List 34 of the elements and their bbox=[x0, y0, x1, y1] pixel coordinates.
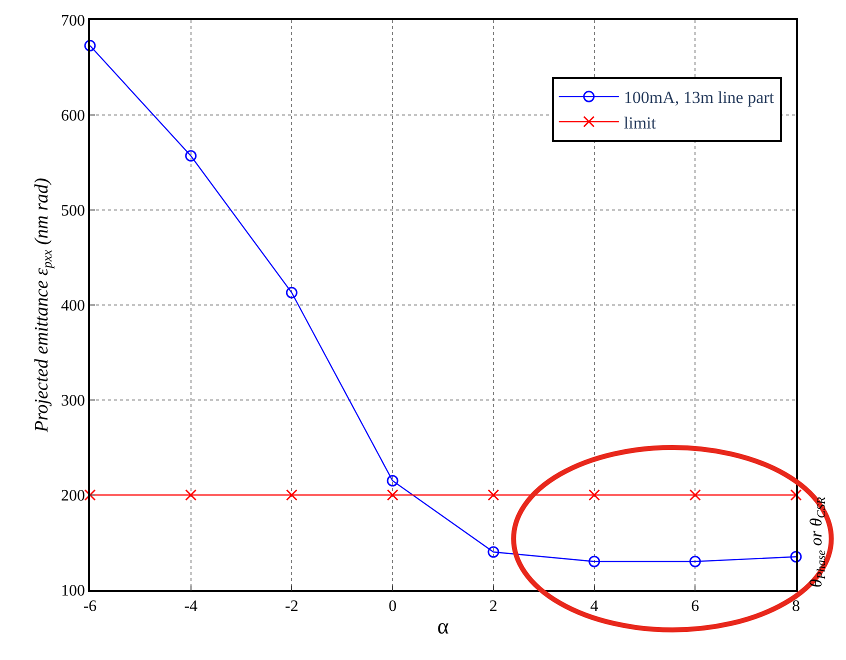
y-tick-label: 200 bbox=[61, 488, 86, 505]
point bbox=[386, 475, 398, 486]
x-tick-label: -2 bbox=[285, 598, 298, 615]
x-tick-label: -6 bbox=[83, 598, 97, 615]
point bbox=[488, 489, 500, 501]
y-tick-label: 100 bbox=[61, 582, 86, 600]
point bbox=[689, 556, 701, 568]
point bbox=[689, 489, 701, 501]
x-tick-label: 0 bbox=[388, 598, 397, 615]
legend-label: 100mA, 13m line part bbox=[624, 88, 774, 108]
point bbox=[386, 489, 398, 501]
point bbox=[790, 489, 802, 501]
x-axis-title: α bbox=[437, 613, 450, 638]
y-tick-label: 700 bbox=[61, 12, 86, 30]
point bbox=[84, 489, 96, 501]
point bbox=[185, 150, 197, 162]
point bbox=[588, 556, 600, 568]
x-tick-label: 6 bbox=[691, 598, 700, 615]
point bbox=[790, 551, 802, 562]
point bbox=[588, 489, 600, 501]
point bbox=[488, 546, 500, 558]
y-tick-label: 400 bbox=[61, 298, 86, 315]
x-tick-label: 8 bbox=[792, 598, 800, 615]
point bbox=[185, 489, 197, 501]
legend-label: limit bbox=[624, 113, 656, 132]
y-tick-label: 500 bbox=[61, 202, 86, 220]
x-tick-label: -4 bbox=[184, 598, 198, 615]
point bbox=[286, 286, 298, 298]
y-tick-label: 600 bbox=[61, 108, 86, 125]
x-tick-label: 4 bbox=[590, 598, 598, 615]
point bbox=[84, 40, 96, 52]
y-tick-label: 300 bbox=[61, 392, 86, 410]
x-tick-label: 2 bbox=[489, 598, 498, 615]
point bbox=[286, 489, 298, 501]
